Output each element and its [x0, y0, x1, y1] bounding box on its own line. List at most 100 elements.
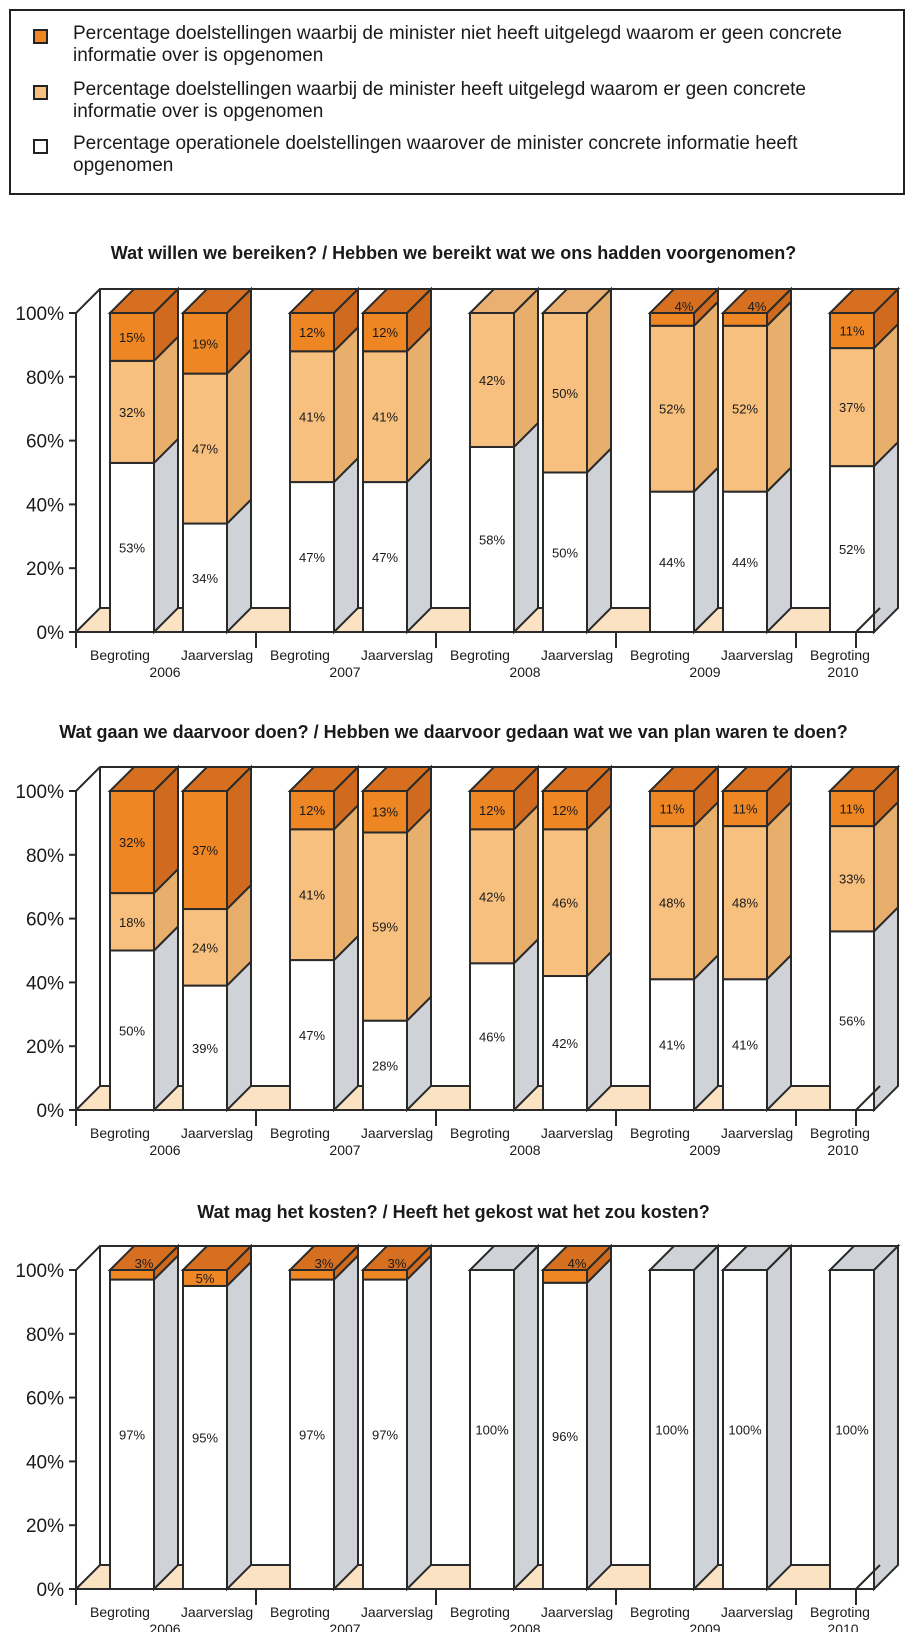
data-label: 12%	[552, 803, 578, 818]
bar-segment-side	[873, 904, 899, 1113]
bar-segment	[182, 908, 228, 987]
bar-top	[287, 1245, 361, 1271]
bar-segment	[182, 790, 228, 911]
bar-segment	[362, 1269, 408, 1281]
x-year-label: 2006	[149, 1142, 180, 1158]
data-label: 4%	[748, 299, 767, 314]
x-bar-label: Begroting	[630, 1125, 690, 1141]
bar-segment	[829, 465, 875, 633]
bar: 100%	[827, 1243, 901, 1592]
y-tick-label: 0%	[37, 1101, 65, 1122]
data-label: 46%	[552, 896, 578, 911]
data-label: 44%	[659, 555, 685, 570]
x-bar-label: Jaarverslag	[181, 647, 253, 663]
data-label: 15%	[119, 330, 145, 345]
bar: 56% 33% 11%	[827, 764, 901, 1113]
x-bar-label: Begroting	[90, 1604, 150, 1620]
bar-segment	[829, 1269, 875, 1590]
data-label: 19%	[192, 336, 218, 351]
data-label: 11%	[839, 324, 864, 339]
data-label: 41%	[732, 1038, 758, 1053]
data-label: 42%	[479, 373, 505, 388]
x-bar-label: Jaarverslag	[721, 647, 793, 663]
bar-top	[540, 1245, 614, 1271]
x-year-label: 2008	[509, 1142, 540, 1158]
bar: 47% 41% 12%	[360, 286, 434, 635]
bar-segment	[469, 445, 515, 633]
bar-segment-side	[586, 286, 612, 475]
data-label: 42%	[479, 889, 505, 904]
bar-top	[180, 766, 254, 792]
data-label: 12%	[299, 803, 325, 818]
chart-3: 0% 20% 40% 60% 80% 100% 97% 3% 95% 5% 97% 3% 97% 3% 10…	[15, 1243, 901, 1632]
x-bar-label: Jaarverslag	[361, 1604, 433, 1620]
bar-segment-side	[406, 806, 432, 1024]
bar: 100%	[647, 1243, 721, 1592]
bar-segment	[362, 1278, 408, 1590]
chart-title-1: Wat willen we bereiken? / Hebben we bere…	[110, 243, 797, 263]
bar-segment	[362, 1019, 408, 1111]
data-label: 59%	[372, 920, 398, 935]
bar-top	[467, 766, 541, 792]
bar-top	[360, 288, 434, 314]
bar: 47% 41% 12%	[287, 286, 361, 635]
data-label: 100%	[835, 1423, 869, 1438]
bar-segment	[829, 825, 875, 933]
data-label: 97%	[372, 1427, 398, 1442]
data-label: 18%	[119, 915, 145, 930]
x-bar-label: Begroting	[450, 1125, 510, 1141]
data-label: 24%	[192, 940, 218, 955]
x-bar-label: Jaarverslag	[181, 1125, 253, 1141]
bar-segment	[182, 522, 228, 633]
bar-segment-side	[693, 299, 719, 495]
data-label: 100%	[728, 1423, 762, 1438]
frame-corner	[855, 607, 881, 633]
data-label: 44%	[732, 555, 758, 570]
y-tick-label: 60%	[26, 1389, 64, 1410]
data-label: 41%	[659, 1038, 685, 1053]
bar-segment-side	[586, 446, 612, 635]
bar-top	[827, 766, 901, 792]
bar-segment-side	[766, 1243, 792, 1592]
bar-top	[107, 766, 181, 792]
bar-segment	[289, 959, 335, 1111]
data-label: 47%	[299, 550, 325, 565]
x-bar-label: Begroting	[450, 647, 510, 663]
data-label: 39%	[192, 1041, 218, 1056]
y-tick-label: 40%	[26, 495, 64, 516]
x-year-label: 2010	[827, 664, 858, 680]
bar-top	[107, 288, 181, 314]
data-label: 50%	[552, 545, 578, 560]
frame-corner	[855, 1085, 881, 1111]
data-label: 13%	[372, 805, 398, 820]
bar: 39% 24% 37%	[180, 764, 254, 1113]
x-bar-label: Begroting	[810, 647, 870, 663]
bar: 97% 3%	[107, 1243, 181, 1592]
bar-segment	[182, 984, 228, 1111]
bar-top	[720, 766, 794, 792]
data-label: 28%	[372, 1058, 398, 1073]
bar: 50% 50%	[540, 286, 614, 635]
bar-segment-side	[333, 802, 359, 963]
bar-segment-side	[766, 299, 792, 495]
x-year-label: 2010	[827, 1621, 858, 1632]
data-label: 47%	[299, 1028, 325, 1043]
y-tick-label: 80%	[26, 846, 64, 867]
x-year-label: 2008	[509, 664, 540, 680]
bar-top	[287, 766, 361, 792]
y-tick-label: 100%	[15, 304, 64, 325]
x-bar-label: Jaarverslag	[541, 1604, 613, 1620]
data-label: 33%	[839, 872, 865, 887]
bar-segment-side	[406, 324, 432, 485]
data-label: 100%	[655, 1423, 689, 1438]
data-label: 3%	[388, 1256, 407, 1271]
bar-segment	[109, 1278, 155, 1590]
x-bar-label: Begroting	[810, 1604, 870, 1620]
bar: 53% 32% 15%	[107, 286, 181, 635]
bar-segment	[289, 1278, 335, 1590]
data-label: 11%	[732, 802, 757, 817]
bar-segment	[829, 790, 875, 828]
x-bar-label: Begroting	[450, 1604, 510, 1620]
bar-segment-side	[766, 465, 792, 635]
x-bar-label: Jaarverslag	[361, 647, 433, 663]
